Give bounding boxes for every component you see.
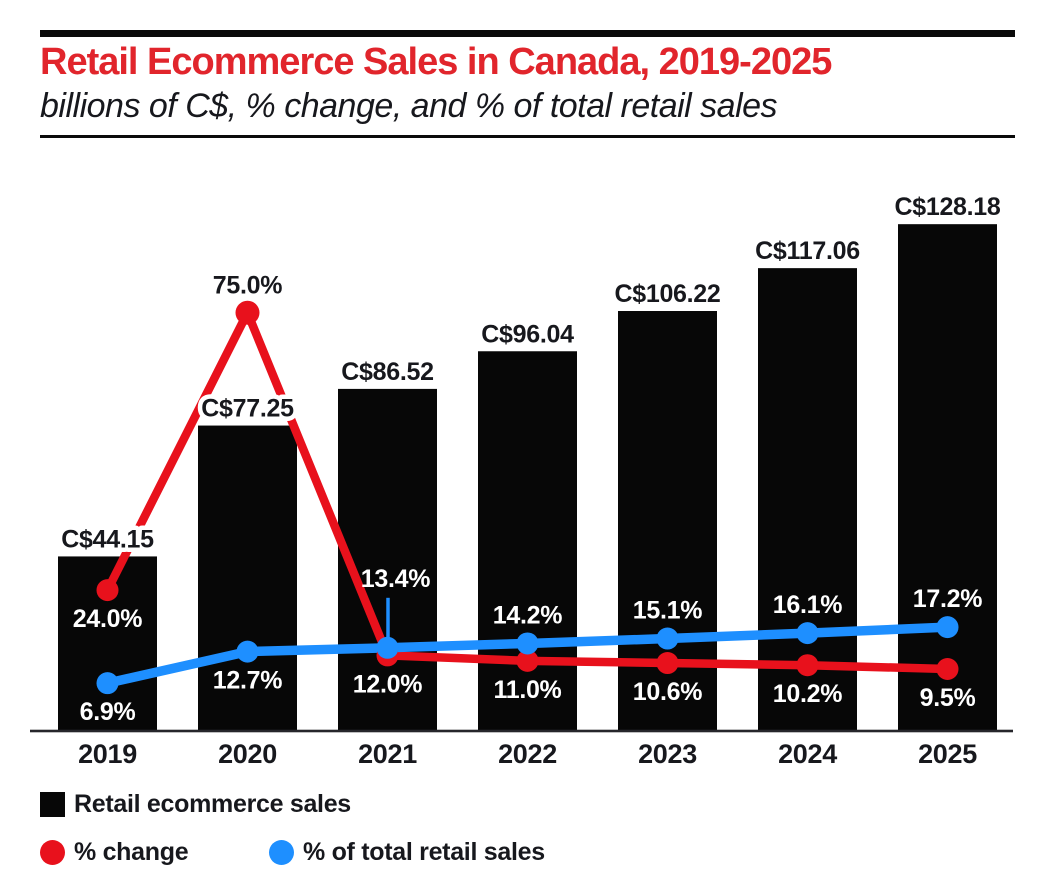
header-divider-rule [40,135,1015,138]
pct-total-label-2024: 16.1% [773,591,842,619]
legend-row-bars: Retail ecommerce sales [40,790,740,818]
pct-total-label-2022: 14.2% [493,601,562,629]
bar-value-label-2022: C$96.04 [481,320,574,348]
chart-title: Retail Ecommerce Sales in Canada, 2019-2… [40,41,832,83]
pct-total-point-2021 [376,636,399,659]
legend-item-pct-total: % of total retail sales [269,838,545,867]
legend-item-pct-change: % change [40,837,189,867]
pct-change-label-2025: 9.5% [920,684,976,712]
pct-change-label-2024: 10.2% [773,680,842,708]
pct-change-point-2025 [936,658,959,681]
bar-value-label-2020: C$77.25 [201,395,294,423]
bar-2024 [758,268,857,731]
pct-change-label-2022: 11.0% [493,676,561,704]
legend-row-lines: % change % of total retail sales [40,838,740,866]
pct-change-label-2019: 24.0% [73,605,142,633]
bar-series-label: Retail ecommerce sales [74,789,351,818]
pct-change-label-2020: 75.0% [213,272,282,300]
pct-change-swatch [40,839,65,865]
top-rule [40,30,1015,37]
pct-change-point-2019 [96,579,119,602]
bar-value-label-2019: C$44.15 [61,525,154,553]
pct-total-point-2023 [656,627,679,650]
bar-2025 [898,224,997,732]
bar-2022 [478,351,577,731]
pct-total-point-2022 [516,632,539,655]
pct-change-point-2024 [796,654,819,677]
bar-value-label-2024: C$117.06 [755,237,860,265]
chart-subtitle: billions of C$, % change, and % of total… [40,87,778,125]
pct-total-point-2019 [96,672,119,695]
x-axis-line [30,729,1013,733]
pct-change-point-2022 [516,649,539,672]
pct-total-label-2025: 17.2% [913,585,982,613]
x-tick-2024: 2024 [778,739,837,769]
x-tick-2025: 2025 [918,739,977,769]
pct-total-point-2024 [796,622,819,645]
pct-total-label-2023: 15.1% [633,597,702,625]
pct-change-label-2021: 12.0% [353,670,422,698]
pct-total-label-2021: 13.4% [361,565,430,593]
bar-value-label-2023: C$106.22 [614,280,720,308]
pct-total-point-2025 [936,616,959,639]
x-tick-2020: 2020 [218,739,277,769]
pct-total-swatch [269,840,294,865]
pct-total-label-2019: 6.9% [80,698,136,726]
pct-change-point-2023 [656,652,679,675]
pct-change-label-2023: 10.6% [633,678,702,706]
pct-total-point-2020 [236,640,259,663]
bar-2020 [198,425,297,731]
bar-series-swatch [40,791,65,817]
x-tick-2019: 2019 [78,739,137,769]
legend: Retail ecommerce sales % change % of tot… [40,790,740,866]
x-tick-2023: 2023 [638,739,697,769]
bar-value-label-2021: C$86.52 [341,358,433,386]
bar-2021 [338,388,437,731]
pct-change-label: % change [74,837,189,866]
pct-total-label-2020: 12.7% [213,667,282,695]
x-tick-2022: 2022 [498,739,557,769]
pct-change-point-2020 [235,300,260,325]
pct-total-label: % of total retail sales [303,838,545,866]
bar-value-label-2025: C$128.18 [894,193,1000,221]
x-tick-2021: 2021 [358,739,417,769]
